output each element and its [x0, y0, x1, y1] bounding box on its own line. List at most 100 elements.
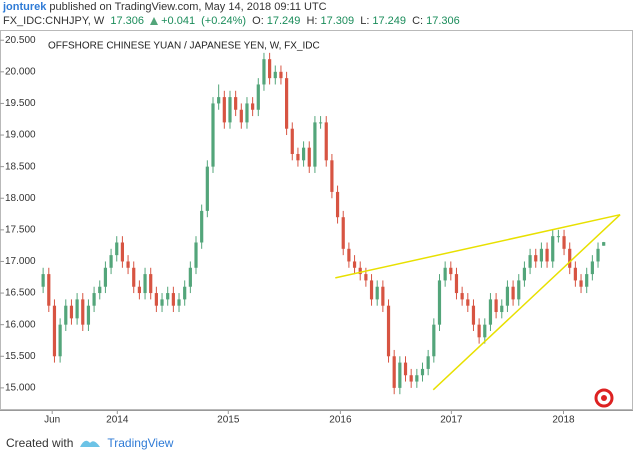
y-tick-label: 18.000 — [5, 193, 36, 204]
low-value: 17.249 — [372, 15, 407, 27]
candle-body — [511, 286, 515, 300]
candle-body — [143, 274, 147, 294]
publish-line: jonturek published on TradingView.com, Ma… — [3, 0, 640, 14]
brand[interactable]: TradingView — [107, 436, 174, 450]
candle-body — [166, 293, 170, 300]
candle-body — [335, 191, 340, 218]
candle-body — [562, 236, 566, 249]
candle-body — [183, 286, 187, 300]
candle-body — [437, 280, 442, 325]
candle-body — [222, 97, 226, 123]
candle-body — [115, 242, 119, 256]
x-tick-label: 2017 — [440, 415, 463, 426]
change-pct: (+0.24%) — [201, 15, 247, 27]
candle-body — [279, 71, 283, 79]
candle-body — [505, 286, 510, 306]
candle-body — [98, 286, 102, 294]
candle-body — [132, 267, 136, 287]
x-tick-label: 2016 — [329, 415, 352, 426]
badge-dot — [601, 395, 607, 401]
candle-body — [81, 299, 85, 325]
candle-body — [307, 147, 311, 167]
candle-body — [375, 286, 379, 300]
tv-logo-shape — [80, 440, 101, 447]
high-label: H: — [306, 15, 318, 27]
candle-body — [471, 305, 476, 325]
candle-body — [585, 274, 589, 287]
candle-body — [369, 280, 374, 300]
x-tick-label: 2015 — [217, 415, 240, 426]
candle-body — [262, 59, 266, 85]
candle-body — [358, 267, 362, 275]
low-label: L: — [360, 15, 370, 27]
close-label: C: — [412, 15, 424, 27]
y-tick-label: 16.000 — [5, 319, 36, 330]
candles — [41, 52, 606, 395]
candle-body — [296, 153, 300, 161]
candle-body — [466, 299, 470, 306]
symbol-line: FX_IDC:CNHJPY, W 17.306 +0.041 (+0.24%) … — [3, 14, 640, 28]
candle-body — [488, 299, 493, 325]
y-tick-label: 17.500 — [5, 224, 36, 235]
change-arrow — [150, 17, 159, 26]
y-tick-label: 19.000 — [5, 130, 36, 141]
candle-body — [285, 78, 289, 129]
candle-body — [268, 59, 272, 79]
candle-body — [149, 274, 153, 294]
candle-body — [194, 242, 198, 268]
candle-body — [534, 255, 538, 262]
candle-body — [415, 375, 419, 382]
y-tick-label: 19.500 — [5, 98, 36, 109]
candle-body — [137, 286, 141, 294]
candle-body — [494, 299, 498, 313]
close-value: 17.306 — [426, 15, 460, 27]
created-with: Created with — [6, 436, 74, 450]
y-tick-label: 15.000 — [5, 383, 36, 394]
y-tick-label: 18.500 — [5, 161, 36, 172]
candle-body — [403, 362, 408, 376]
candle-body — [86, 305, 91, 325]
chart-title: OFFSHORE CHINESE YUAN / JAPANESE YEN, W,… — [48, 41, 320, 52]
trendline — [432, 214, 621, 391]
candle-body — [539, 248, 544, 262]
candle-body — [290, 128, 294, 154]
candle-body — [58, 324, 62, 357]
symbol: FX_IDC:CNHJPY, W — [3, 15, 105, 27]
y-tick-label: 15.500 — [5, 351, 36, 362]
candle-body — [398, 362, 402, 388]
candle-body — [545, 248, 549, 262]
header: jonturek published on TradingView.com, Ma… — [0, 0, 640, 30]
candle-body — [364, 274, 368, 281]
candle-body — [324, 122, 328, 161]
candle-body — [409, 375, 413, 382]
x-tick-label: 2018 — [552, 415, 575, 426]
tv-logo — [80, 440, 101, 447]
candle-body — [256, 84, 260, 110]
candle-body — [483, 324, 487, 338]
candle-body — [556, 236, 560, 238]
logo-badge — [594, 388, 614, 408]
candle-body — [109, 255, 113, 268]
y-tick-label: 20.500 — [5, 35, 36, 46]
open-label: O: — [252, 15, 264, 27]
candle-body — [160, 299, 164, 306]
chart: OFFSHORE CHINESE YUAN / JAPANESE YEN, W,… — [0, 30, 633, 426]
candle-body — [347, 248, 351, 262]
last-price: 17.306 — [110, 15, 144, 27]
author[interactable]: jonturek — [3, 1, 47, 13]
candle-body — [477, 324, 481, 338]
candle-body — [120, 242, 125, 262]
candle-body — [211, 103, 215, 167]
candle-body — [522, 267, 527, 281]
candle-body — [500, 305, 504, 313]
candle-body — [251, 103, 255, 110]
high-value: 17.309 — [320, 15, 355, 27]
candle-body — [330, 160, 334, 192]
candle-body — [579, 280, 583, 287]
y-tick-label: 16.500 — [5, 288, 36, 299]
candle-body — [154, 293, 158, 306]
candle-body — [313, 122, 317, 167]
candle-body — [449, 267, 453, 275]
candle-body — [443, 267, 447, 281]
